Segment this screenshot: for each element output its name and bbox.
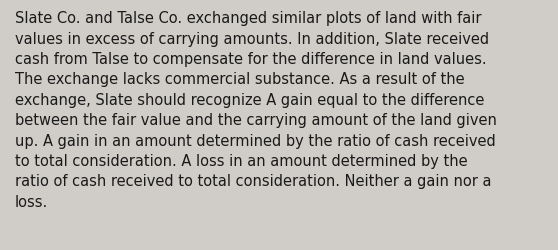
Text: Slate Co. and Talse Co. exchanged similar plots of land with fair
values in exce: Slate Co. and Talse Co. exchanged simila… [15, 11, 497, 209]
